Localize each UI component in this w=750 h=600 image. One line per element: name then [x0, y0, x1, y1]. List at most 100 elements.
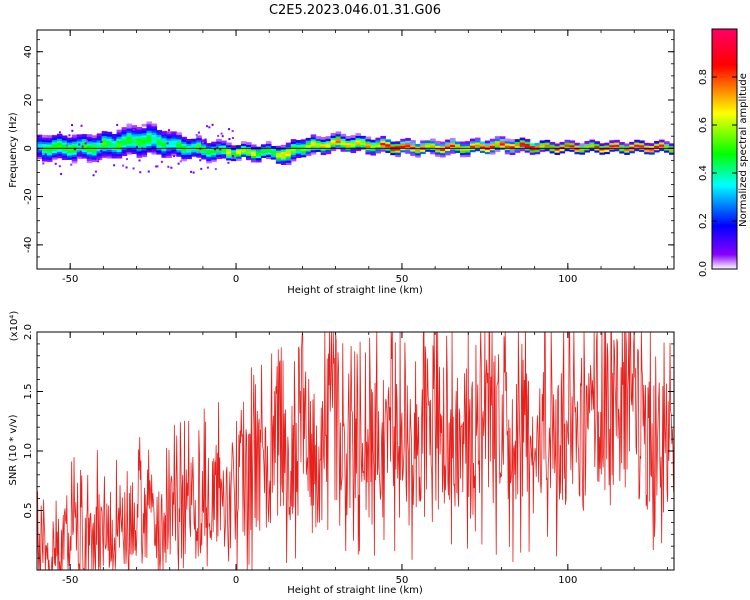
- heatmap-cell: [81, 140, 88, 144]
- heatmap-cell: [101, 144, 108, 147]
- heatmap-cell: [37, 141, 43, 144]
- heatmap-cell: [275, 150, 282, 153]
- heatmap-cell: [494, 140, 501, 144]
- heatmap-cell: [126, 127, 133, 131]
- heatmap-cell: [61, 150, 68, 154]
- heatmap-cell: [380, 148, 386, 152]
- heatmap-cell: [445, 143, 451, 147]
- heatmap-cell: [295, 153, 302, 156]
- heatmap-cell: [141, 128, 148, 132]
- heatmap-cell: [514, 141, 521, 145]
- heatmap-cell: [91, 137, 98, 141]
- heatmap-cell: [176, 136, 182, 140]
- heatmap-cell: [584, 147, 590, 151]
- heatmap-cell: [370, 146, 377, 150]
- heatmap-cell: [56, 153, 63, 157]
- heatmap-cell: [325, 136, 332, 139]
- heatmap-cell: [186, 147, 192, 151]
- heatmap-cell: [181, 147, 187, 151]
- colorbar-tick-label: 0.8: [698, 69, 709, 85]
- heatmap-cell: [574, 142, 581, 146]
- heatmap-cell: [265, 143, 272, 147]
- heatmap-cell: [340, 142, 347, 146]
- heatmap-cell: [440, 154, 446, 158]
- heatmap-cell: [201, 156, 207, 160]
- heatmap-cell: [161, 155, 167, 158]
- heatmap-speckle: [202, 141, 205, 144]
- heatmap-cell: [360, 142, 367, 146]
- heatmap-cell: [619, 148, 625, 152]
- heatmap-cell: [126, 140, 133, 144]
- heatmap-cell: [649, 151, 655, 155]
- heatmap-cell: [151, 143, 158, 146]
- heatmap-cell: [96, 146, 103, 150]
- heatmap-cell: [280, 151, 287, 155]
- heatmap-speckle: [44, 153, 47, 156]
- heatmap-cell: [66, 154, 73, 158]
- heatmap-cell: [37, 156, 43, 160]
- heatmap-cell: [479, 148, 486, 151]
- heatmap-cell: [146, 141, 153, 144]
- heatmap-cell: [226, 157, 232, 161]
- heatmap-cell: [126, 151, 133, 155]
- heatmap-cell: [171, 133, 177, 137]
- heatmap-cell: [171, 144, 177, 148]
- heatmap-cell: [241, 143, 247, 147]
- heatmap-speckle: [232, 155, 235, 158]
- heatmap-cell: [435, 153, 441, 157]
- heatmap-cell: [365, 149, 372, 153]
- heatmap-cell: [131, 138, 138, 141]
- heatmap-cell: [196, 139, 202, 143]
- heatmap-cell: [594, 145, 600, 149]
- heatmap-cell: [136, 153, 143, 156]
- heatmap-cell: [166, 137, 172, 141]
- heatmap-cell: [464, 141, 471, 144]
- heatmap-cell: [395, 149, 401, 153]
- heatmap-cell: [131, 140, 138, 144]
- heatmap-cell: [415, 146, 421, 149]
- figure-title: C2E5.2023.046.01.31.G06: [269, 3, 441, 18]
- heatmap-cell: [241, 145, 247, 149]
- heatmap-cell: [121, 135, 128, 139]
- heatmap-cell: [136, 129, 143, 132]
- heatmap-cell: [524, 139, 531, 142]
- heatmap-cell: [126, 138, 133, 142]
- heatmap-cell: [116, 149, 123, 152]
- heatmap-cell: [489, 145, 496, 149]
- heatmap-cell: [669, 152, 674, 155]
- heatmap-cell: [56, 151, 63, 154]
- heatmap-cell: [599, 151, 605, 155]
- heatmap-cell: [300, 148, 307, 151]
- heatmap-cell: [41, 158, 48, 162]
- heatmap-cell: [499, 140, 506, 144]
- heatmap-speckle: [173, 155, 176, 158]
- heatmap-cell: [280, 155, 287, 159]
- heatmap-cell: [509, 143, 516, 147]
- heatmap-cell: [290, 141, 297, 145]
- heatmap-cell: [554, 143, 561, 147]
- heatmap-cell: [151, 125, 158, 129]
- heatmap-cell: [260, 152, 267, 156]
- heatmap-cell: [181, 151, 187, 155]
- heatmap-cell: [41, 134, 48, 138]
- heatmap-cell: [370, 148, 377, 152]
- heatmap-cell: [126, 147, 133, 151]
- heatmap-cell: [629, 150, 635, 154]
- heatmap-cell: [151, 145, 158, 149]
- heatmap-cell: [270, 148, 277, 151]
- heatmap-cell: [549, 146, 556, 150]
- heatmap-cell: [569, 142, 576, 146]
- heatmap-cell: [121, 129, 128, 133]
- heatmap-cell: [186, 143, 192, 147]
- heatmap-cell: [201, 152, 207, 156]
- heatmap-cell: [554, 145, 561, 149]
- heatmap-cell: [599, 149, 605, 153]
- heatmap-cell: [320, 145, 327, 149]
- heatmap-cell: [71, 149, 78, 153]
- heatmap-cell: [574, 149, 581, 153]
- snr-y-label: SNR (10 * v/v): [8, 414, 19, 485]
- heatmap-cell: [231, 145, 237, 149]
- heatmap-cell: [211, 152, 217, 156]
- heatmap-cell: [176, 141, 182, 144]
- heatmap-cell: [236, 153, 242, 157]
